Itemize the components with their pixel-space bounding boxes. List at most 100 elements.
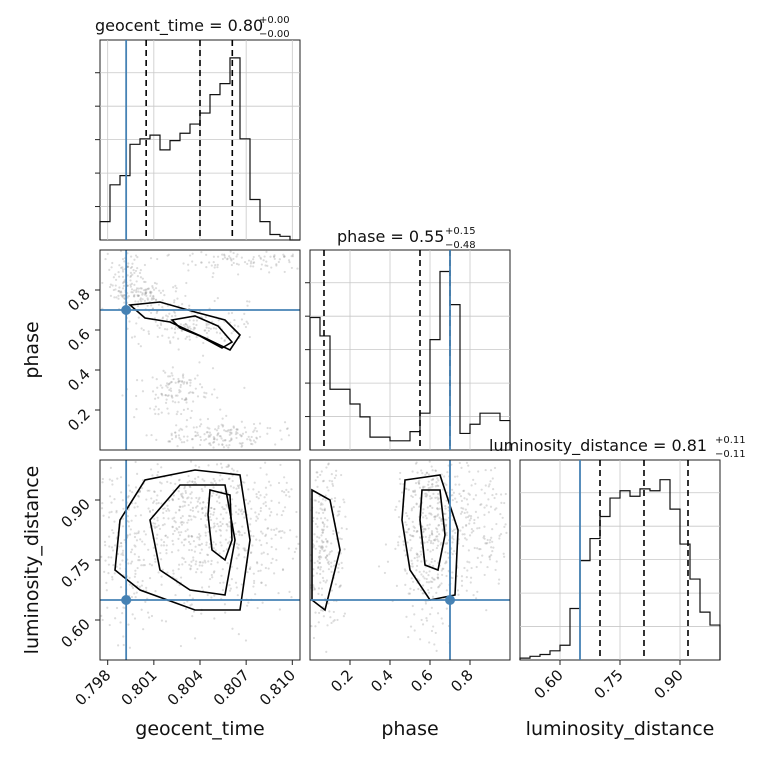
sample-point bbox=[205, 331, 209, 335]
sample-point bbox=[195, 426, 198, 429]
sample-point bbox=[324, 556, 327, 560]
sample-point bbox=[327, 489, 330, 492]
sample-point bbox=[428, 460, 431, 463]
sample-point bbox=[188, 304, 191, 307]
sample-point bbox=[136, 566, 139, 570]
sample-point bbox=[127, 484, 130, 487]
sample-point bbox=[432, 542, 435, 545]
sample-point bbox=[187, 327, 190, 330]
sample-point bbox=[333, 559, 336, 563]
sample-point bbox=[237, 553, 241, 556]
sample-point bbox=[197, 434, 200, 437]
sample-point bbox=[504, 523, 507, 526]
sample-point bbox=[433, 643, 436, 646]
sample-point bbox=[326, 525, 329, 528]
sample-point bbox=[237, 263, 240, 266]
sample-point bbox=[150, 291, 153, 294]
sample-point bbox=[127, 508, 130, 511]
sample-point bbox=[318, 561, 322, 564]
sample-point bbox=[216, 561, 219, 564]
sample-point bbox=[272, 255, 276, 258]
title-phase-sub: −0.48 bbox=[445, 240, 476, 251]
sample-point bbox=[129, 266, 133, 270]
xlabel-geocent-time: geocent_time bbox=[135, 718, 264, 740]
sample-point bbox=[232, 426, 235, 429]
sample-point bbox=[192, 426, 195, 429]
sample-point bbox=[147, 332, 151, 335]
sample-point bbox=[420, 573, 423, 576]
sample-point bbox=[325, 540, 329, 543]
sample-point bbox=[418, 536, 422, 539]
sample-point bbox=[424, 492, 427, 495]
sample-point bbox=[207, 329, 210, 333]
sample-point bbox=[412, 506, 415, 509]
sample-point bbox=[270, 499, 273, 502]
sample-point bbox=[152, 500, 156, 503]
sample-point bbox=[241, 441, 244, 445]
sample-point bbox=[162, 541, 166, 544]
sample-point bbox=[487, 485, 490, 488]
sample-point bbox=[203, 433, 206, 436]
sample-point bbox=[470, 484, 473, 487]
sample-point bbox=[296, 267, 299, 270]
contour-distance-geocent-inner bbox=[207, 488, 233, 562]
sample-point bbox=[121, 394, 124, 397]
sample-point bbox=[454, 483, 457, 486]
sample-point bbox=[487, 498, 490, 501]
sample-point bbox=[424, 494, 427, 498]
sample-point bbox=[128, 646, 131, 649]
sample-point bbox=[173, 516, 176, 519]
sample-point bbox=[248, 300, 251, 303]
panel-frame bbox=[309, 459, 511, 661]
sample-point bbox=[430, 530, 434, 533]
sample-point bbox=[282, 510, 285, 513]
sample-point bbox=[337, 513, 341, 516]
sample-point bbox=[214, 264, 217, 267]
sample-point bbox=[175, 413, 178, 416]
sample-point bbox=[325, 466, 328, 469]
sample-point bbox=[277, 260, 280, 264]
sample-point bbox=[437, 586, 440, 589]
sample-point bbox=[186, 497, 189, 500]
sample-point bbox=[172, 377, 175, 381]
sample-point bbox=[427, 588, 430, 592]
sample-point bbox=[317, 512, 321, 515]
x-tick-label: 0.810 bbox=[256, 666, 299, 709]
sample-point bbox=[144, 280, 147, 284]
sample-point bbox=[210, 481, 213, 484]
sample-point bbox=[466, 515, 470, 519]
sample-point bbox=[121, 268, 125, 271]
sample-point bbox=[427, 527, 430, 530]
sample-point bbox=[411, 495, 414, 499]
sample-point bbox=[249, 439, 252, 442]
sample-point bbox=[155, 438, 158, 441]
sample-point bbox=[318, 556, 321, 559]
sample-point bbox=[397, 544, 400, 547]
sample-point bbox=[136, 472, 139, 475]
sample-point bbox=[215, 463, 219, 466]
sample-point bbox=[131, 491, 134, 494]
sample-point bbox=[225, 548, 229, 551]
sample-point bbox=[171, 539, 174, 542]
sample-point bbox=[145, 586, 148, 589]
sample-point bbox=[320, 609, 323, 612]
sample-point bbox=[246, 304, 249, 307]
sample-point bbox=[165, 544, 168, 547]
sample-point bbox=[490, 554, 493, 557]
sample-point bbox=[251, 443, 254, 446]
sample-point bbox=[218, 434, 221, 438]
sample-point bbox=[234, 533, 237, 536]
sample-point bbox=[129, 562, 133, 565]
sample-point bbox=[212, 436, 215, 439]
sample-point bbox=[431, 478, 435, 481]
sample-point bbox=[220, 337, 223, 340]
sample-point bbox=[205, 322, 208, 325]
sample-point bbox=[411, 562, 414, 565]
sample-point bbox=[278, 608, 281, 611]
sample-point bbox=[159, 551, 162, 555]
sample-point bbox=[236, 546, 239, 549]
sample-point bbox=[425, 517, 428, 520]
sample-point bbox=[333, 500, 336, 503]
sample-point bbox=[468, 514, 471, 517]
sample-point bbox=[237, 485, 240, 488]
